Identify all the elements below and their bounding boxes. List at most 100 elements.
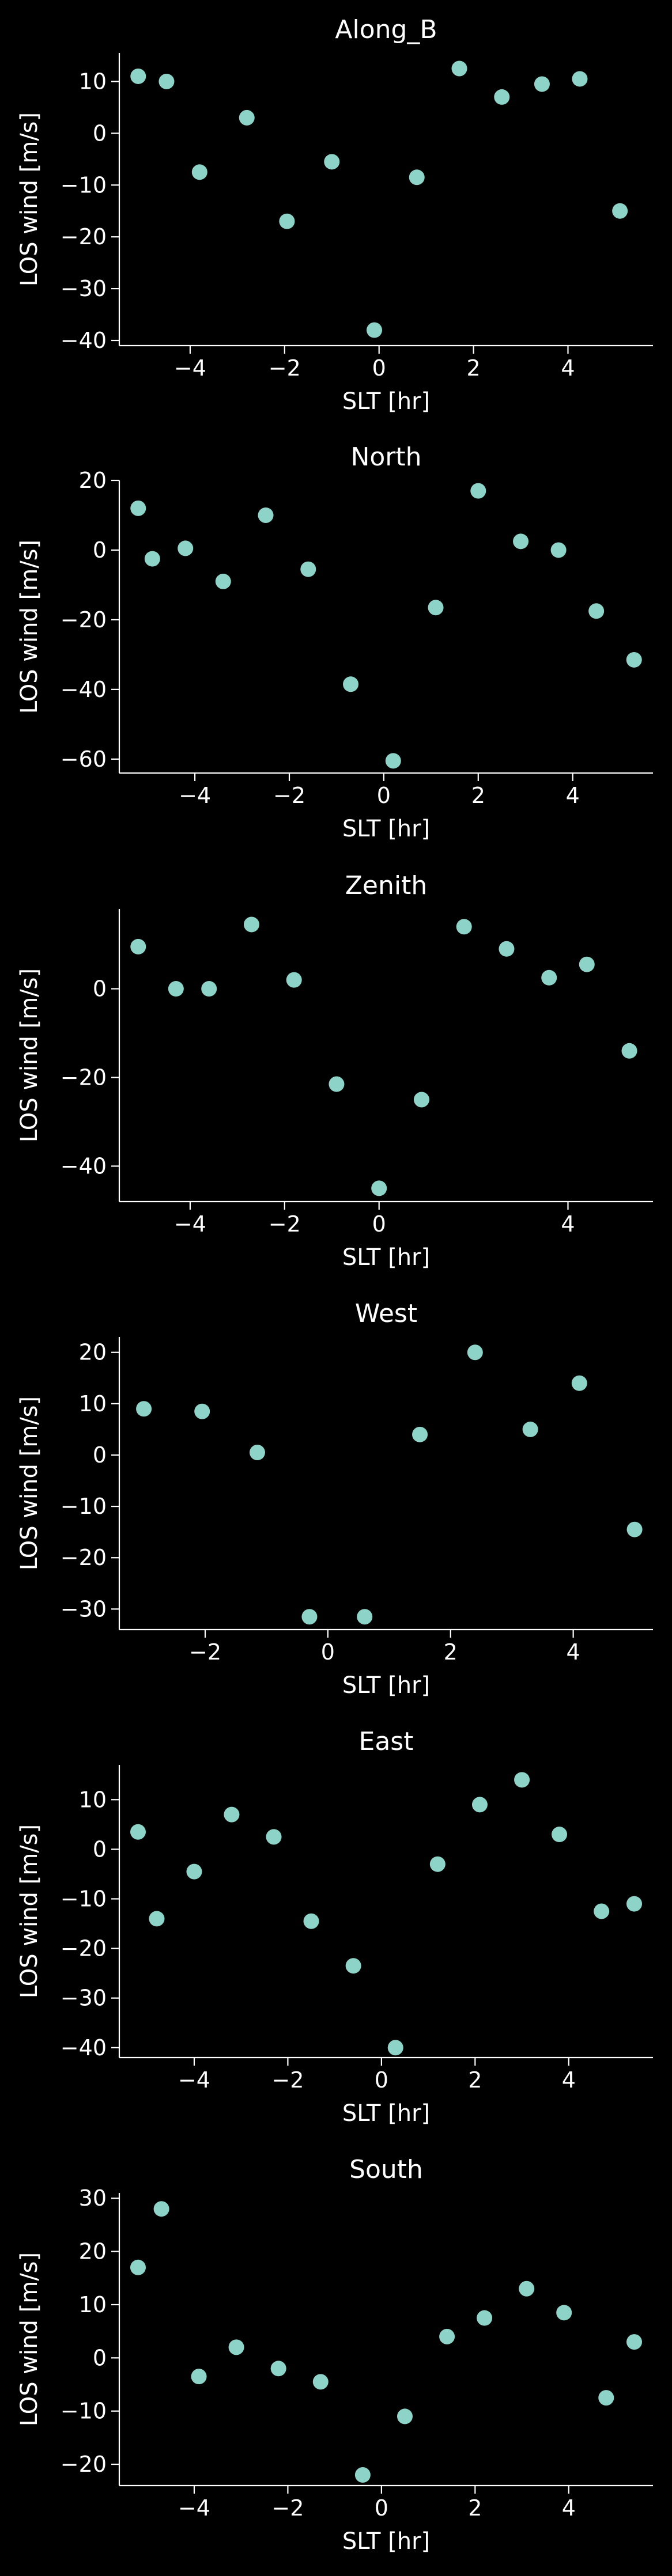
y-tick-label: 20 — [79, 1340, 107, 1365]
data-point — [513, 533, 529, 550]
y-tick-label: −10 — [61, 2399, 107, 2424]
y-tick-label: 20 — [79, 468, 107, 493]
y-tick-label: −40 — [61, 677, 107, 702]
y-tick-label: 30 — [79, 2185, 107, 2211]
x-tick-label: 0 — [372, 355, 386, 381]
data-point — [470, 483, 486, 499]
data-point — [286, 972, 302, 988]
data-point — [371, 1180, 387, 1196]
data-point — [279, 213, 295, 229]
x-tick-label: 2 — [471, 783, 485, 808]
data-point — [626, 2334, 643, 2350]
data-point — [178, 540, 194, 556]
x-tick-label: 0 — [375, 2067, 388, 2093]
x-tick-label: −2 — [189, 1639, 221, 1665]
data-point — [215, 573, 231, 589]
x-tick-label: −2 — [269, 1211, 301, 1237]
y-tick-label: −20 — [61, 1545, 107, 1570]
data-point — [367, 322, 383, 338]
y-tick-label: −30 — [61, 276, 107, 301]
data-point — [626, 1521, 643, 1537]
chart-title: Along_B — [335, 15, 437, 44]
y-tick-label: −10 — [61, 1494, 107, 1519]
x-tick-label: −2 — [271, 2067, 304, 2093]
data-point — [556, 2305, 572, 2321]
data-point — [621, 1043, 637, 1059]
y-tick-label: −40 — [61, 2035, 107, 2060]
x-axis-label: SLT [hr] — [342, 2528, 430, 2555]
data-point — [303, 1913, 319, 1929]
data-point — [387, 2040, 403, 2056]
y-axis-label: LOS wind [m/s] — [16, 540, 43, 714]
data-point — [130, 2259, 146, 2275]
data-point — [626, 651, 642, 668]
data-point — [228, 2339, 244, 2355]
data-point — [224, 1806, 240, 1823]
data-point — [522, 1421, 538, 1437]
y-tick-label: −20 — [61, 1065, 107, 1090]
data-point — [186, 1863, 202, 1880]
x-tick-label: 4 — [561, 355, 575, 381]
data-point — [494, 89, 510, 105]
data-point — [191, 2369, 207, 2385]
x-tick-label: 4 — [566, 783, 580, 808]
y-tick-label: −30 — [61, 1986, 107, 2011]
data-point — [579, 956, 595, 972]
data-point — [130, 68, 146, 84]
data-point — [471, 1797, 488, 1813]
x-tick-label: 0 — [375, 2495, 388, 2521]
data-point — [343, 676, 359, 692]
data-point — [301, 1609, 318, 1625]
data-point — [412, 1426, 428, 1442]
data-point — [429, 1856, 446, 1872]
y-tick-label: 20 — [79, 2239, 107, 2264]
y-axis-label: LOS wind [m/s] — [16, 968, 43, 1142]
x-tick-label: −2 — [269, 355, 301, 381]
x-axis-label: SLT [hr] — [342, 2100, 430, 2127]
x-tick-label: 2 — [467, 355, 481, 381]
y-tick-label: 10 — [79, 1787, 107, 1812]
data-point — [552, 1827, 568, 1843]
y-tick-label: 10 — [79, 1391, 107, 1416]
x-tick-label: 2 — [468, 2495, 482, 2521]
data-point — [588, 603, 605, 619]
data-point — [499, 941, 515, 957]
data-point — [451, 60, 467, 77]
x-tick-label: 4 — [567, 1639, 580, 1665]
x-tick-label: 4 — [561, 1211, 575, 1237]
x-tick-label: −4 — [174, 1211, 206, 1237]
x-tick-label: 0 — [372, 1211, 386, 1237]
data-point — [194, 1403, 210, 1419]
chart-title: South — [349, 2155, 423, 2184]
data-point — [266, 1829, 282, 1845]
data-point — [324, 154, 340, 170]
data-point — [153, 2201, 169, 2217]
x-tick-label: −4 — [179, 783, 211, 808]
y-tick-label: −10 — [61, 172, 107, 198]
data-point — [130, 938, 146, 954]
x-axis-label: SLT [hr] — [342, 816, 430, 842]
chart-title: West — [355, 1299, 417, 1328]
y-tick-label: −20 — [61, 607, 107, 632]
y-tick-label: −40 — [61, 328, 107, 353]
data-point — [413, 1092, 429, 1108]
y-tick-label: −20 — [61, 224, 107, 249]
data-point — [201, 981, 217, 997]
data-point — [243, 916, 259, 933]
x-tick-label: −2 — [273, 783, 305, 808]
data-point — [144, 551, 160, 567]
data-point — [439, 2328, 455, 2344]
x-tick-label: 2 — [468, 2067, 482, 2093]
x-tick-label: 4 — [562, 2495, 576, 2521]
data-point — [385, 753, 401, 769]
data-point — [249, 1445, 265, 1461]
x-tick-label: 2 — [444, 1639, 458, 1665]
data-point — [329, 1076, 345, 1092]
